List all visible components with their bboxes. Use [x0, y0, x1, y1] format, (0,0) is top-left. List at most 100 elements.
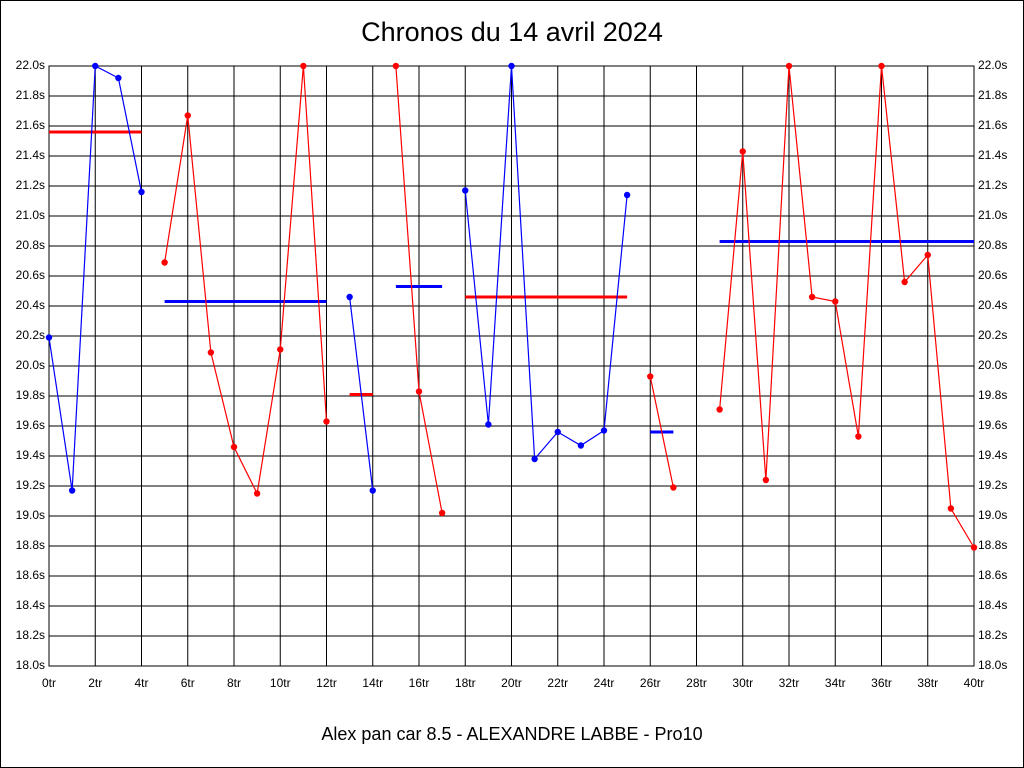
x-tick-label: 20tr: [501, 676, 522, 690]
point: [716, 406, 723, 413]
y-tick-label: 18.2s: [16, 628, 45, 642]
y-tick-label-right: 20.6s: [978, 268, 1007, 282]
point: [762, 476, 770, 484]
point: [230, 443, 238, 451]
point: [369, 487, 376, 494]
y-tick-label-right: 21.2s: [978, 178, 1007, 192]
point: [785, 62, 793, 70]
point: [600, 427, 608, 434]
y-tick-label: 19.4s: [16, 448, 45, 462]
y-tick-label-right: 21.8s: [978, 88, 1007, 102]
point: [832, 298, 839, 305]
y-tick-label: 18.8s: [16, 538, 45, 552]
point: [138, 188, 145, 196]
x-tick-label: 2tr: [88, 676, 102, 690]
y-tick-label: 19.2s: [16, 478, 45, 492]
point: [184, 112, 191, 119]
y-tick-label: 19.8s: [16, 388, 45, 402]
y-tick-label-right: 19.2s: [978, 478, 1007, 492]
point: [855, 433, 862, 440]
point: [115, 74, 122, 82]
y-tick-label-right: 19.8s: [978, 388, 1007, 402]
x-tick-label: 30tr: [732, 676, 753, 690]
point: [808, 293, 816, 301]
point: [554, 428, 561, 436]
y-tick-label-right: 18.4s: [978, 598, 1007, 612]
x-tick-label: 32tr: [779, 676, 800, 690]
x-tick-label: 0tr: [42, 676, 56, 690]
point: [901, 278, 908, 286]
point: [924, 251, 931, 259]
x-tick-label: 4tr: [134, 676, 148, 690]
y-tick-label: 21.4s: [16, 148, 45, 162]
y-tick-label-right: 22.0s: [978, 58, 1007, 72]
point: [207, 349, 215, 356]
y-tick-label-right: 19.4s: [978, 448, 1007, 462]
y-tick-label-right: 21.4s: [978, 148, 1007, 162]
x-tick-label: 22tr: [547, 676, 568, 690]
x-tick-label: 8tr: [227, 676, 241, 690]
y-tick-label-right: 19.6s: [978, 418, 1007, 432]
point: [392, 62, 400, 70]
y-tick-label: 21.8s: [16, 88, 45, 102]
point: [508, 62, 515, 70]
x-tick-label: 16tr: [409, 676, 430, 690]
point: [438, 509, 446, 517]
y-tick-label: 21.0s: [16, 208, 45, 222]
y-tick-label: 20.4s: [16, 298, 45, 312]
y-tick-label: 18.4s: [16, 598, 45, 612]
point: [346, 293, 353, 301]
x-tick-label: 28tr: [686, 676, 707, 690]
y-tick-label: 20.0s: [16, 358, 45, 372]
point: [970, 544, 978, 551]
x-tick-label: 36tr: [871, 676, 892, 690]
y-tick-label: 18.0s: [16, 658, 45, 672]
y-tick-label: 19.6s: [16, 418, 45, 432]
x-tick-label: 18tr: [455, 676, 476, 690]
point: [670, 484, 677, 491]
point: [300, 62, 307, 70]
chart-title: Chronos du 14 avril 2024: [361, 17, 663, 47]
y-tick-label-right: 21.6s: [978, 118, 1007, 132]
y-tick-label-right: 18.2s: [978, 628, 1007, 642]
point: [623, 191, 631, 199]
x-tick-label: 34tr: [825, 676, 846, 690]
x-tick-label: 14tr: [362, 676, 383, 690]
y-tick-label: 20.8s: [16, 238, 45, 252]
point: [68, 487, 76, 494]
y-tick-label: 18.6s: [16, 568, 45, 582]
point: [253, 490, 261, 497]
point: [878, 62, 885, 70]
x-tick-label: 24tr: [594, 676, 615, 690]
point: [45, 334, 53, 341]
x-tick-label: 26tr: [640, 676, 661, 690]
point: [323, 418, 330, 425]
point: [739, 148, 746, 155]
x-tick-label: 40tr: [964, 676, 985, 690]
y-tick-label: 20.6s: [16, 268, 45, 282]
y-tick-label-right: 20.0s: [978, 358, 1007, 372]
x-axis-label: Alex pan car 8.5 - ALEXANDRE LABBE - Pro…: [321, 724, 702, 744]
y-tick-label-right: 20.8s: [978, 238, 1007, 252]
y-tick-label-right: 20.2s: [978, 328, 1007, 342]
y-tick-label-right: 20.4s: [978, 298, 1007, 312]
y-tick-label: 21.2s: [16, 178, 45, 192]
y-tick-label: 21.6s: [16, 118, 45, 132]
point: [485, 421, 492, 428]
x-tick-label: 38tr: [917, 676, 938, 690]
point: [161, 259, 168, 266]
x-tick-label: 10tr: [270, 676, 291, 690]
y-tick-label-right: 18.8s: [978, 538, 1007, 552]
y-tick-label: 20.2s: [16, 328, 45, 342]
x-tick-label: 6tr: [181, 676, 195, 690]
point: [947, 505, 955, 512]
point: [577, 442, 585, 449]
y-tick-label-right: 18.6s: [978, 568, 1007, 582]
point: [92, 62, 99, 70]
point: [462, 187, 469, 194]
y-tick-label-right: 21.0s: [978, 208, 1007, 222]
y-tick-label-right: 19.0s: [978, 508, 1007, 522]
y-tick-label-right: 18.0s: [978, 658, 1007, 672]
point: [277, 346, 284, 353]
